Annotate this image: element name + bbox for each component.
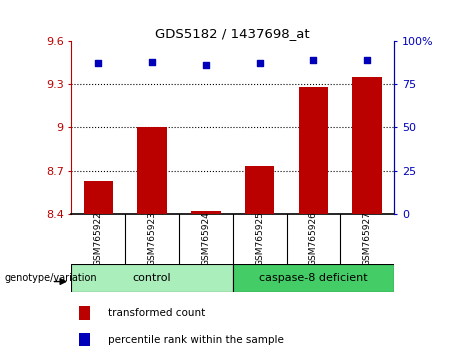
Bar <box>353 77 382 214</box>
Bar <box>233 264 394 292</box>
Bar <box>137 127 167 214</box>
Title: GDS5182 / 1437698_at: GDS5182 / 1437698_at <box>155 27 310 40</box>
Point <box>364 57 371 63</box>
Text: GSM765923: GSM765923 <box>148 211 157 267</box>
Text: genotype/variation: genotype/variation <box>5 273 97 283</box>
Bar <box>79 333 90 346</box>
Text: control: control <box>133 273 171 283</box>
Text: GSM765924: GSM765924 <box>201 212 210 266</box>
Text: GSM765927: GSM765927 <box>363 211 372 267</box>
Point <box>148 59 156 64</box>
Text: transformed count: transformed count <box>108 308 206 318</box>
Text: GSM765922: GSM765922 <box>94 212 103 266</box>
Point <box>310 57 317 63</box>
Point <box>256 61 263 66</box>
Bar <box>191 211 221 214</box>
Bar <box>245 166 274 214</box>
Text: GSM765925: GSM765925 <box>255 211 264 267</box>
Text: caspase-8 deficient: caspase-8 deficient <box>259 273 368 283</box>
Bar <box>299 87 328 214</box>
Point <box>202 62 210 68</box>
Bar <box>71 264 233 292</box>
Bar <box>83 181 113 214</box>
Bar <box>79 307 90 320</box>
Text: GSM765926: GSM765926 <box>309 211 318 267</box>
Text: percentile rank within the sample: percentile rank within the sample <box>108 335 284 344</box>
Point <box>95 61 102 66</box>
